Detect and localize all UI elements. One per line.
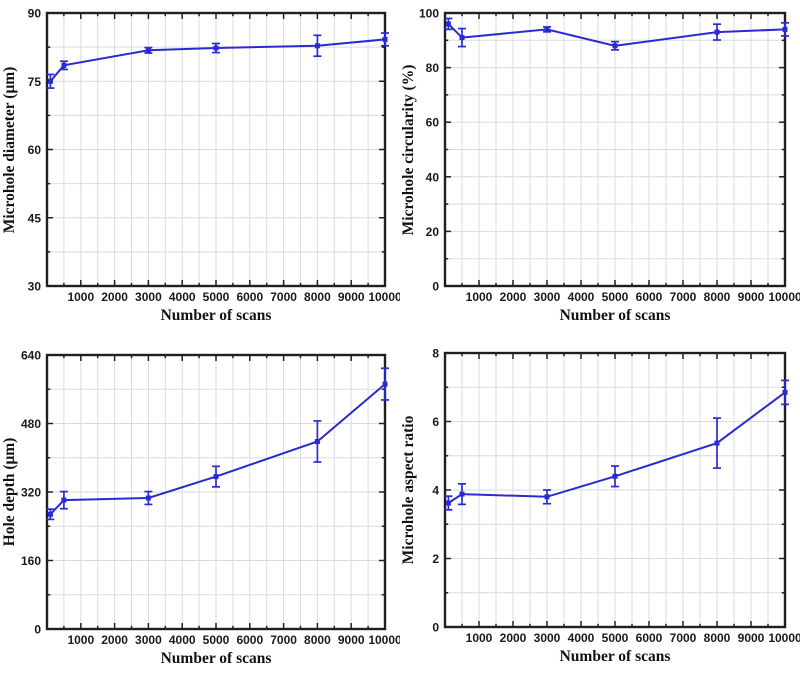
- svg-text:0: 0: [432, 280, 439, 294]
- hole-depth-chart: 1000 2000 3000 4000 5000 6000 7000 8000 9000 1000…: [1, 349, 400, 668]
- svg-text:4000: 4000: [568, 631, 595, 645]
- svg-text:90: 90: [28, 7, 42, 21]
- svg-text:45: 45: [28, 211, 42, 225]
- svg-text:640: 640: [21, 349, 41, 363]
- svg-text:30: 30: [28, 280, 42, 294]
- microhole-circularity-chart: 1000 2000 3000 4000 5000 6000 7000 8000 9000 1000…: [400, 7, 800, 325]
- panel-microhole-circularity: 1000 2000 3000 4000 5000 6000 7000 8000 9000 1000…: [400, 0, 800, 330]
- panel-microhole-diameter: 1000 2000 3000 4000 5000 6000 7000 8000 9000 1000…: [0, 0, 400, 330]
- svg-text:1000: 1000: [466, 290, 493, 304]
- svg-text:1000: 1000: [67, 633, 94, 647]
- svg-text:3000: 3000: [534, 631, 561, 645]
- y-axis-title: Microhole diameter (μm): [1, 67, 18, 234]
- svg-text:6000: 6000: [236, 633, 263, 647]
- svg-text:7000: 7000: [670, 290, 697, 304]
- svg-text:5000: 5000: [602, 290, 629, 304]
- svg-text:0: 0: [432, 621, 439, 635]
- svg-text:5000: 5000: [203, 633, 230, 647]
- svg-text:1000: 1000: [67, 290, 94, 304]
- svg-text:320: 320: [21, 486, 41, 500]
- plot-layer: 1000 2000 3000 4000 5000 6000 7000 8000 9000 1000…: [419, 7, 800, 305]
- svg-text:480: 480: [21, 417, 41, 431]
- svg-text:7000: 7000: [270, 633, 297, 647]
- svg-text:2000: 2000: [101, 290, 128, 304]
- panel-hole-depth: 1000 2000 3000 4000 5000 6000 7000 8000 9000 1000…: [0, 330, 400, 673]
- plot-layer: 1000 2000 3000 4000 5000 6000 7000 8000 9000 1000…: [28, 7, 400, 305]
- svg-text:0: 0: [34, 623, 41, 637]
- svg-text:6000: 6000: [636, 290, 663, 304]
- svg-text:8: 8: [432, 347, 439, 361]
- svg-text:1000: 1000: [466, 631, 493, 645]
- panel-microhole-aspect-ratio: 1000 2000 3000 4000 5000 6000 7000 8000 9000 1000…: [400, 330, 800, 673]
- x-axis-title: Number of scans: [560, 307, 671, 324]
- svg-text:8000: 8000: [704, 290, 731, 304]
- plot-layer: 1000 2000 3000 4000 5000 6000 7000 8000 9000 1000…: [432, 347, 800, 646]
- svg-text:60: 60: [426, 116, 440, 130]
- svg-text:5000: 5000: [602, 631, 629, 645]
- svg-text:2000: 2000: [500, 631, 527, 645]
- svg-text:4000: 4000: [169, 633, 196, 647]
- svg-text:2000: 2000: [500, 290, 527, 304]
- svg-text:10000: 10000: [768, 290, 800, 304]
- svg-text:4: 4: [432, 484, 439, 498]
- svg-text:8000: 8000: [304, 633, 331, 647]
- svg-text:9000: 9000: [338, 633, 365, 647]
- y-axis-title: Hole depth (μm): [1, 438, 18, 547]
- y-axis-title: Microhole aspect ratio: [400, 415, 417, 564]
- microhole-aspect-ratio-chart: 1000 2000 3000 4000 5000 6000 7000 8000 9000 1000…: [400, 347, 800, 666]
- svg-text:80: 80: [426, 61, 440, 75]
- svg-text:8000: 8000: [704, 631, 731, 645]
- plot-layer: 1000 2000 3000 4000 5000 6000 7000 8000 9000 1000…: [21, 349, 400, 648]
- svg-text:4000: 4000: [568, 290, 595, 304]
- svg-text:10000: 10000: [768, 631, 800, 645]
- svg-text:3000: 3000: [135, 633, 162, 647]
- svg-text:10000: 10000: [368, 633, 400, 647]
- x-axis-title: Number of scans: [560, 648, 671, 665]
- microhole-diameter-chart: 1000 2000 3000 4000 5000 6000 7000 8000 9000 1000…: [1, 7, 400, 325]
- svg-text:60: 60: [28, 143, 42, 157]
- x-axis-title: Number of scans: [161, 650, 272, 667]
- svg-text:6000: 6000: [236, 290, 263, 304]
- svg-text:7000: 7000: [270, 290, 297, 304]
- svg-text:2: 2: [432, 552, 439, 566]
- svg-text:3000: 3000: [534, 290, 561, 304]
- svg-text:160: 160: [21, 554, 41, 568]
- svg-text:20: 20: [426, 225, 440, 239]
- svg-text:75: 75: [28, 75, 42, 89]
- svg-text:9000: 9000: [338, 290, 365, 304]
- svg-text:10000: 10000: [368, 290, 400, 304]
- svg-text:6000: 6000: [636, 631, 663, 645]
- svg-text:4000: 4000: [169, 290, 196, 304]
- svg-text:5000: 5000: [203, 290, 230, 304]
- svg-text:8000: 8000: [304, 290, 331, 304]
- svg-text:9000: 9000: [738, 290, 765, 304]
- x-axis-title: Number of scans: [161, 307, 272, 324]
- y-axis-title: Microhole circularity (%): [400, 65, 417, 236]
- svg-text:100: 100: [419, 7, 439, 21]
- svg-text:3000: 3000: [135, 290, 162, 304]
- svg-text:7000: 7000: [670, 631, 697, 645]
- svg-text:9000: 9000: [738, 631, 765, 645]
- svg-text:40: 40: [426, 170, 440, 184]
- svg-text:2000: 2000: [101, 633, 128, 647]
- svg-text:6: 6: [432, 415, 439, 429]
